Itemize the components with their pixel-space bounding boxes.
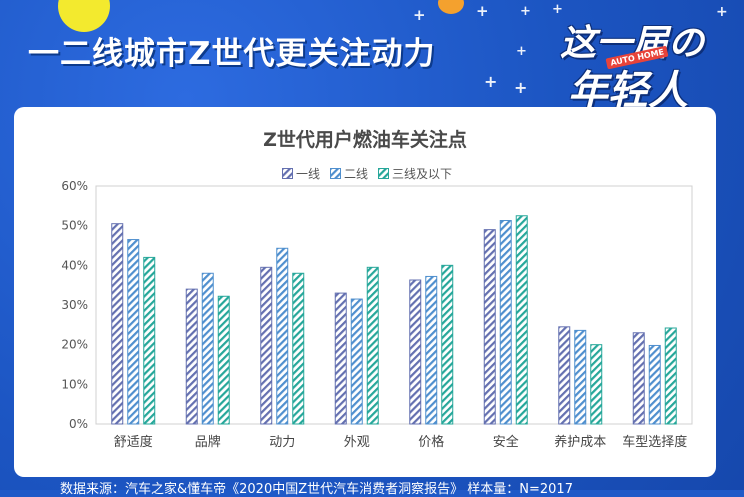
plus-decoration-icon: +	[413, 6, 426, 24]
plus-decoration-icon: +	[484, 72, 498, 91]
bar-3-外观	[366, 266, 379, 425]
bar-2-品牌	[201, 272, 214, 425]
decorative-orange-circle	[438, 0, 464, 14]
legend-label-1: 一线	[296, 167, 321, 181]
plus-decoration-icon: +	[476, 2, 489, 20]
bar-2-车型选择度	[648, 344, 661, 425]
bars	[111, 215, 677, 425]
bar-1-品牌	[185, 288, 198, 425]
y-tick-label: 60%	[61, 179, 88, 193]
legend-item: 三线及以下	[378, 165, 452, 182]
legend-swatch-3	[378, 168, 390, 179]
y-tick-label: 0%	[69, 417, 88, 431]
y-tick-label: 50%	[61, 219, 88, 233]
legend-label-3: 三线及以下	[392, 167, 453, 181]
bar-2-价格	[425, 275, 438, 425]
y-axis-ticks: 0% 10% 20% 30% 40% 50% 60%	[61, 179, 88, 431]
bar-2-舒适度	[127, 239, 140, 425]
bar-3-车型选择度	[664, 327, 677, 425]
legend: 一线 二线 三线及以下	[282, 165, 452, 182]
legend-label-2: 二线	[344, 167, 369, 181]
headline: 一二线城市Z世代更关注动力	[28, 36, 436, 72]
x-tick-label: 动力	[269, 435, 295, 450]
x-tick-label: 舒适度	[114, 434, 153, 450]
y-tick-label: 10%	[61, 377, 88, 391]
y-tick-label: 40%	[61, 258, 88, 272]
bar-1-价格	[409, 279, 422, 425]
bar-1-外观	[334, 292, 347, 425]
plus-decoration-icon: +	[716, 4, 728, 20]
bar-3-品牌	[217, 295, 230, 425]
y-tick-label: 30%	[61, 298, 88, 312]
bar-3-动力	[292, 272, 305, 425]
bar-1-动力	[260, 266, 273, 425]
x-tick-label: 价格	[418, 434, 444, 450]
legend-item: 二线	[330, 165, 368, 182]
chart-canvas: 0% 10% 20% 30% 40% 50% 60% 舒适度 品牌 动力 外观 价格 安全 养护成本 车型…	[61, 179, 693, 450]
chart-title: Z世代用户燃油车关注点	[263, 129, 467, 151]
x-tick-label: 品牌	[195, 434, 221, 450]
bar-3-舒适度	[143, 256, 156, 425]
plot-area	[95, 185, 693, 425]
plus-decoration-icon: +	[552, 2, 563, 17]
bar-2-安全	[499, 220, 512, 425]
plus-decoration-icon: +	[520, 4, 531, 19]
x-tick-label: 外观	[344, 435, 370, 450]
legend-item: 一线	[282, 165, 320, 182]
bar-2-动力	[276, 247, 289, 425]
logo: 这一届の AUTO HOME 年轻人	[550, 12, 730, 114]
bar-2-养护成本	[574, 329, 587, 425]
legend-swatch-2	[330, 168, 342, 179]
plus-decoration-icon: +	[514, 78, 528, 97]
bar-3-养护成本	[590, 344, 603, 425]
x-tick-label: 车型选择度	[622, 434, 687, 450]
data-source-footer: 数据来源：汽车之家&懂车帝《2020中国Z世代汽车消费者洞察报告》 样本量：N=…	[60, 482, 573, 497]
bar-1-养护成本	[558, 326, 571, 425]
y-tick-label: 20%	[61, 338, 88, 352]
bar-1-舒适度	[111, 223, 124, 425]
x-axis-labels: 舒适度 品牌 动力 外观 价格 安全 养护成本 车型选择度	[114, 434, 688, 450]
bar-3-价格	[441, 264, 454, 425]
x-tick-label: 安全	[493, 434, 519, 450]
chart-panel: 0% 10% 20% 30% 40% 50% 60% 舒适度 品牌 动力 外观 价格 安全 养护成本 车型…	[14, 107, 716, 477]
bar-1-安全	[483, 229, 496, 425]
bar-1-车型选择度	[632, 332, 645, 425]
plus-decoration-icon: +	[516, 44, 527, 59]
legend-swatch-1	[282, 168, 293, 179]
logo-line-2: 年轻人	[568, 68, 688, 114]
x-tick-label: 养护成本	[554, 434, 606, 450]
bar-2-外观	[350, 298, 363, 425]
bar-3-安全	[515, 215, 528, 425]
